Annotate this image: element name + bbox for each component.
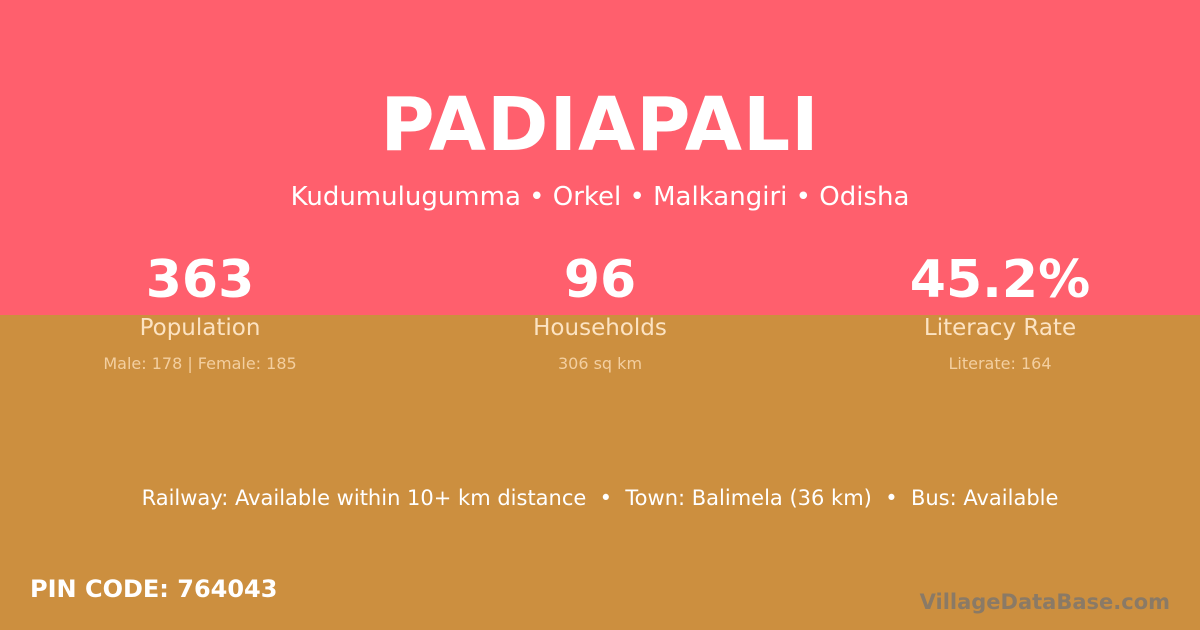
population-label: Population <box>139 315 261 341</box>
location-breadcrumb: Kudumulugumma • Orkel • Malkangiri • Odi… <box>290 182 910 212</box>
households-label: Households <box>533 315 667 341</box>
population-value: 363 <box>145 250 255 310</box>
header-band <box>0 0 1200 315</box>
pin-code: PIN CODE: 764043 <box>30 575 278 603</box>
literacy-detail: Literate: 164 <box>948 354 1052 373</box>
literacy-value: 45.2% <box>909 250 1091 310</box>
area-detail: 306 sq km <box>557 354 643 373</box>
literacy-label: Literacy Rate <box>923 315 1077 341</box>
population-detail: Male: 178 | Female: 185 <box>103 354 297 373</box>
households-value: 96 <box>563 250 637 310</box>
connectivity-info: Railway: Available within 10+ km distanc… <box>141 486 1059 510</box>
village-name: PADIAPALI <box>380 82 820 168</box>
brand-watermark: VillageDataBase.com <box>919 590 1170 614</box>
